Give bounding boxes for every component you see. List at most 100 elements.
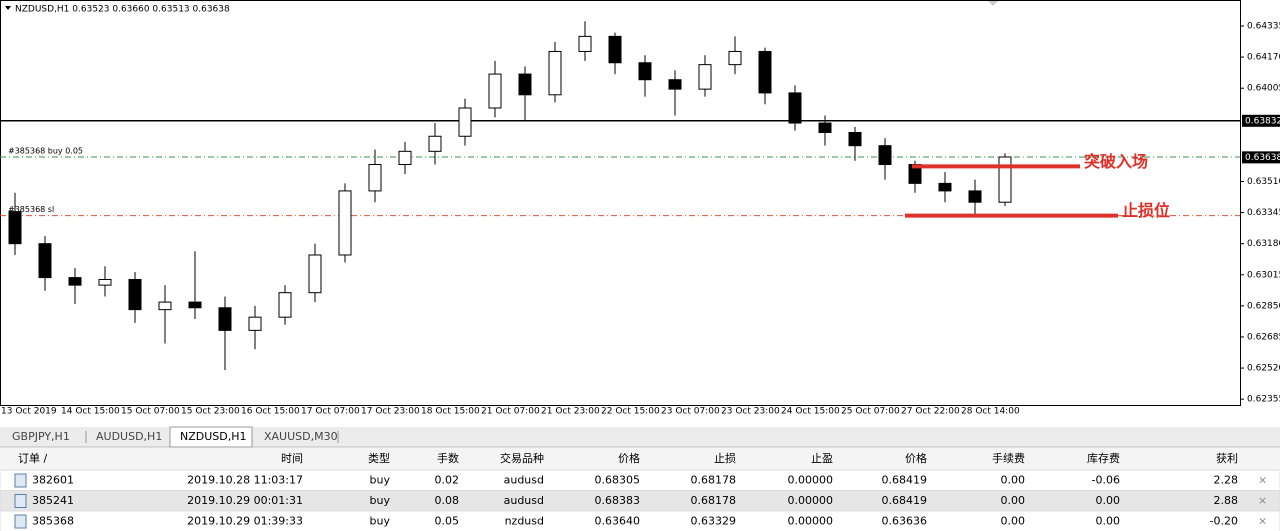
column-header: 手续费: [992, 451, 1025, 465]
table-cell: audusd: [504, 494, 544, 507]
candle-body: [158, 301, 172, 311]
table-cell: 382601: [32, 474, 74, 487]
x-tick-label: 27 Oct 22:00: [901, 407, 960, 417]
candle-body: [818, 122, 832, 133]
table-cell: 0.00: [1001, 494, 1026, 507]
candle-body: [518, 73, 532, 96]
x-tick-label: 16 Oct 15:00: [241, 407, 300, 417]
chart-header: NZDUSD,H1 0.63523 0.63660 0.63513 0.6363…: [15, 5, 230, 15]
column-header: 价格: [905, 451, 927, 465]
chart-frame: [0, 0, 1241, 406]
y-tick-label: 0.64335: [1247, 22, 1280, 32]
table-cell: 0.00: [1001, 474, 1026, 487]
table-cell: nzdusd: [505, 515, 544, 528]
candle-body: [38, 243, 52, 279]
row-close[interactable]: ×: [1258, 515, 1267, 528]
y-tick-label: 0.63345: [1247, 208, 1280, 218]
table-cell: 2.28: [1214, 474, 1239, 487]
order-icon: [14, 494, 27, 508]
table-cell: 0.00: [1096, 494, 1121, 507]
order-icon: [14, 473, 27, 488]
x-tick-label: 24 Oct 15:00: [781, 407, 840, 417]
x-tick-label: 23 Oct 07:00: [661, 407, 720, 417]
tab-bar: [0, 427, 1280, 447]
tab[interactable]: AUDUSD,H1: [96, 430, 162, 443]
table-cell: 0.68178: [691, 474, 737, 487]
table-row[interactable]: [0, 510, 1280, 531]
table-cell: -0.06: [1092, 474, 1120, 487]
table-cell: 2019.10.28 11:03:17: [187, 474, 303, 487]
table-cell: 0.05: [435, 515, 460, 528]
annotation-text: 突破入场: [1084, 152, 1148, 171]
table-cell: 0.00000: [788, 515, 834, 528]
table-cell: 2019.10.29 01:39:33: [187, 515, 303, 528]
y-tick-label: 0.62685: [1247, 332, 1280, 342]
candle-body: [308, 254, 322, 294]
candle-body: [98, 278, 112, 286]
column-header: 时间: [281, 452, 303, 465]
candle-body: [638, 62, 652, 81]
x-tick-label: 25 Oct 07:00: [841, 407, 900, 417]
candle-body: [428, 135, 442, 152]
x-tick-label: 15 Oct 23:00: [181, 407, 240, 417]
table-cell: buy: [370, 494, 391, 507]
table-cell: buy: [370, 515, 391, 528]
tab[interactable]: XAUUSD,M30: [264, 430, 338, 443]
candle-body: [698, 64, 712, 90]
row-close[interactable]: ×: [1258, 474, 1267, 487]
header-icon: [5, 6, 11, 10]
price-marker-label: 0.63832: [1245, 116, 1280, 126]
table-cell: audusd: [504, 474, 544, 487]
candle-body: [338, 190, 352, 256]
table-cell: 2.88: [1214, 494, 1239, 507]
x-tick-label: 21 Oct 23:00: [541, 407, 600, 417]
candle-body: [968, 190, 982, 203]
candle-body: [188, 301, 202, 309]
x-tick-label: 18 Oct 15:00: [421, 407, 480, 417]
table-cell: 385241: [32, 494, 74, 507]
x-tick-label: 22 Oct 15:00: [601, 407, 660, 417]
candle-body: [8, 211, 22, 245]
y-tick-label: 0.64005: [1247, 84, 1280, 94]
x-tick-label: 17 Oct 07:00: [301, 407, 360, 417]
candle-body: [998, 156, 1012, 203]
column-header: 获利: [1216, 452, 1238, 465]
x-tick-label: 13 Oct 2019: [1, 407, 57, 417]
orders-table: 订单 / 时间 类型 手数 交易品种 价格 止损 止盈 价格 手续费 库存费 获利 × 382601 201…: [0, 451, 1280, 531]
price-marker: [1242, 151, 1280, 164]
candle-body: [488, 73, 502, 109]
tab-active: [169, 426, 253, 448]
order-label: #385368 buy 0.05: [8, 146, 83, 155]
annotation-text: 止损位: [1122, 201, 1170, 220]
y-tick-label: 0.63015: [1247, 270, 1280, 280]
candle-body: [848, 131, 862, 147]
table-cell: 0.63640: [595, 515, 641, 528]
column-header: 交易品种: [500, 451, 544, 465]
table-cell: 0.63636: [882, 515, 928, 528]
table-cell: -0.20: [1210, 515, 1238, 528]
column-header: 库存费: [1087, 451, 1120, 465]
candle-body: [248, 316, 262, 331]
table-cell: buy: [370, 474, 391, 487]
table-cell: 0.68419: [882, 474, 928, 487]
candle-body: [608, 35, 622, 64]
table-cell: 0.02: [435, 474, 460, 487]
table-cell: 0.00000: [788, 494, 834, 507]
tab[interactable]: GBPJPY,H1: [12, 430, 70, 443]
candle-body: [68, 277, 82, 286]
table-cell: 0.00000: [788, 474, 834, 487]
order-label: #385368 sl: [8, 205, 54, 214]
x-tick-label: 14 Oct 15:00: [61, 407, 120, 417]
table-cell: 2019.10.29 00:01:31: [187, 494, 303, 507]
row-close[interactable]: ×: [1258, 494, 1267, 507]
table-cell: 0.63329: [691, 515, 737, 528]
tab[interactable]: NZDUSD,H1: [180, 430, 247, 443]
table-cell: 0.00: [1096, 515, 1121, 528]
price-marker: [1242, 114, 1280, 127]
column-header: 手数: [437, 451, 459, 465]
y-tick-label: 0.62355: [1247, 395, 1280, 405]
candle-body: [548, 50, 562, 96]
